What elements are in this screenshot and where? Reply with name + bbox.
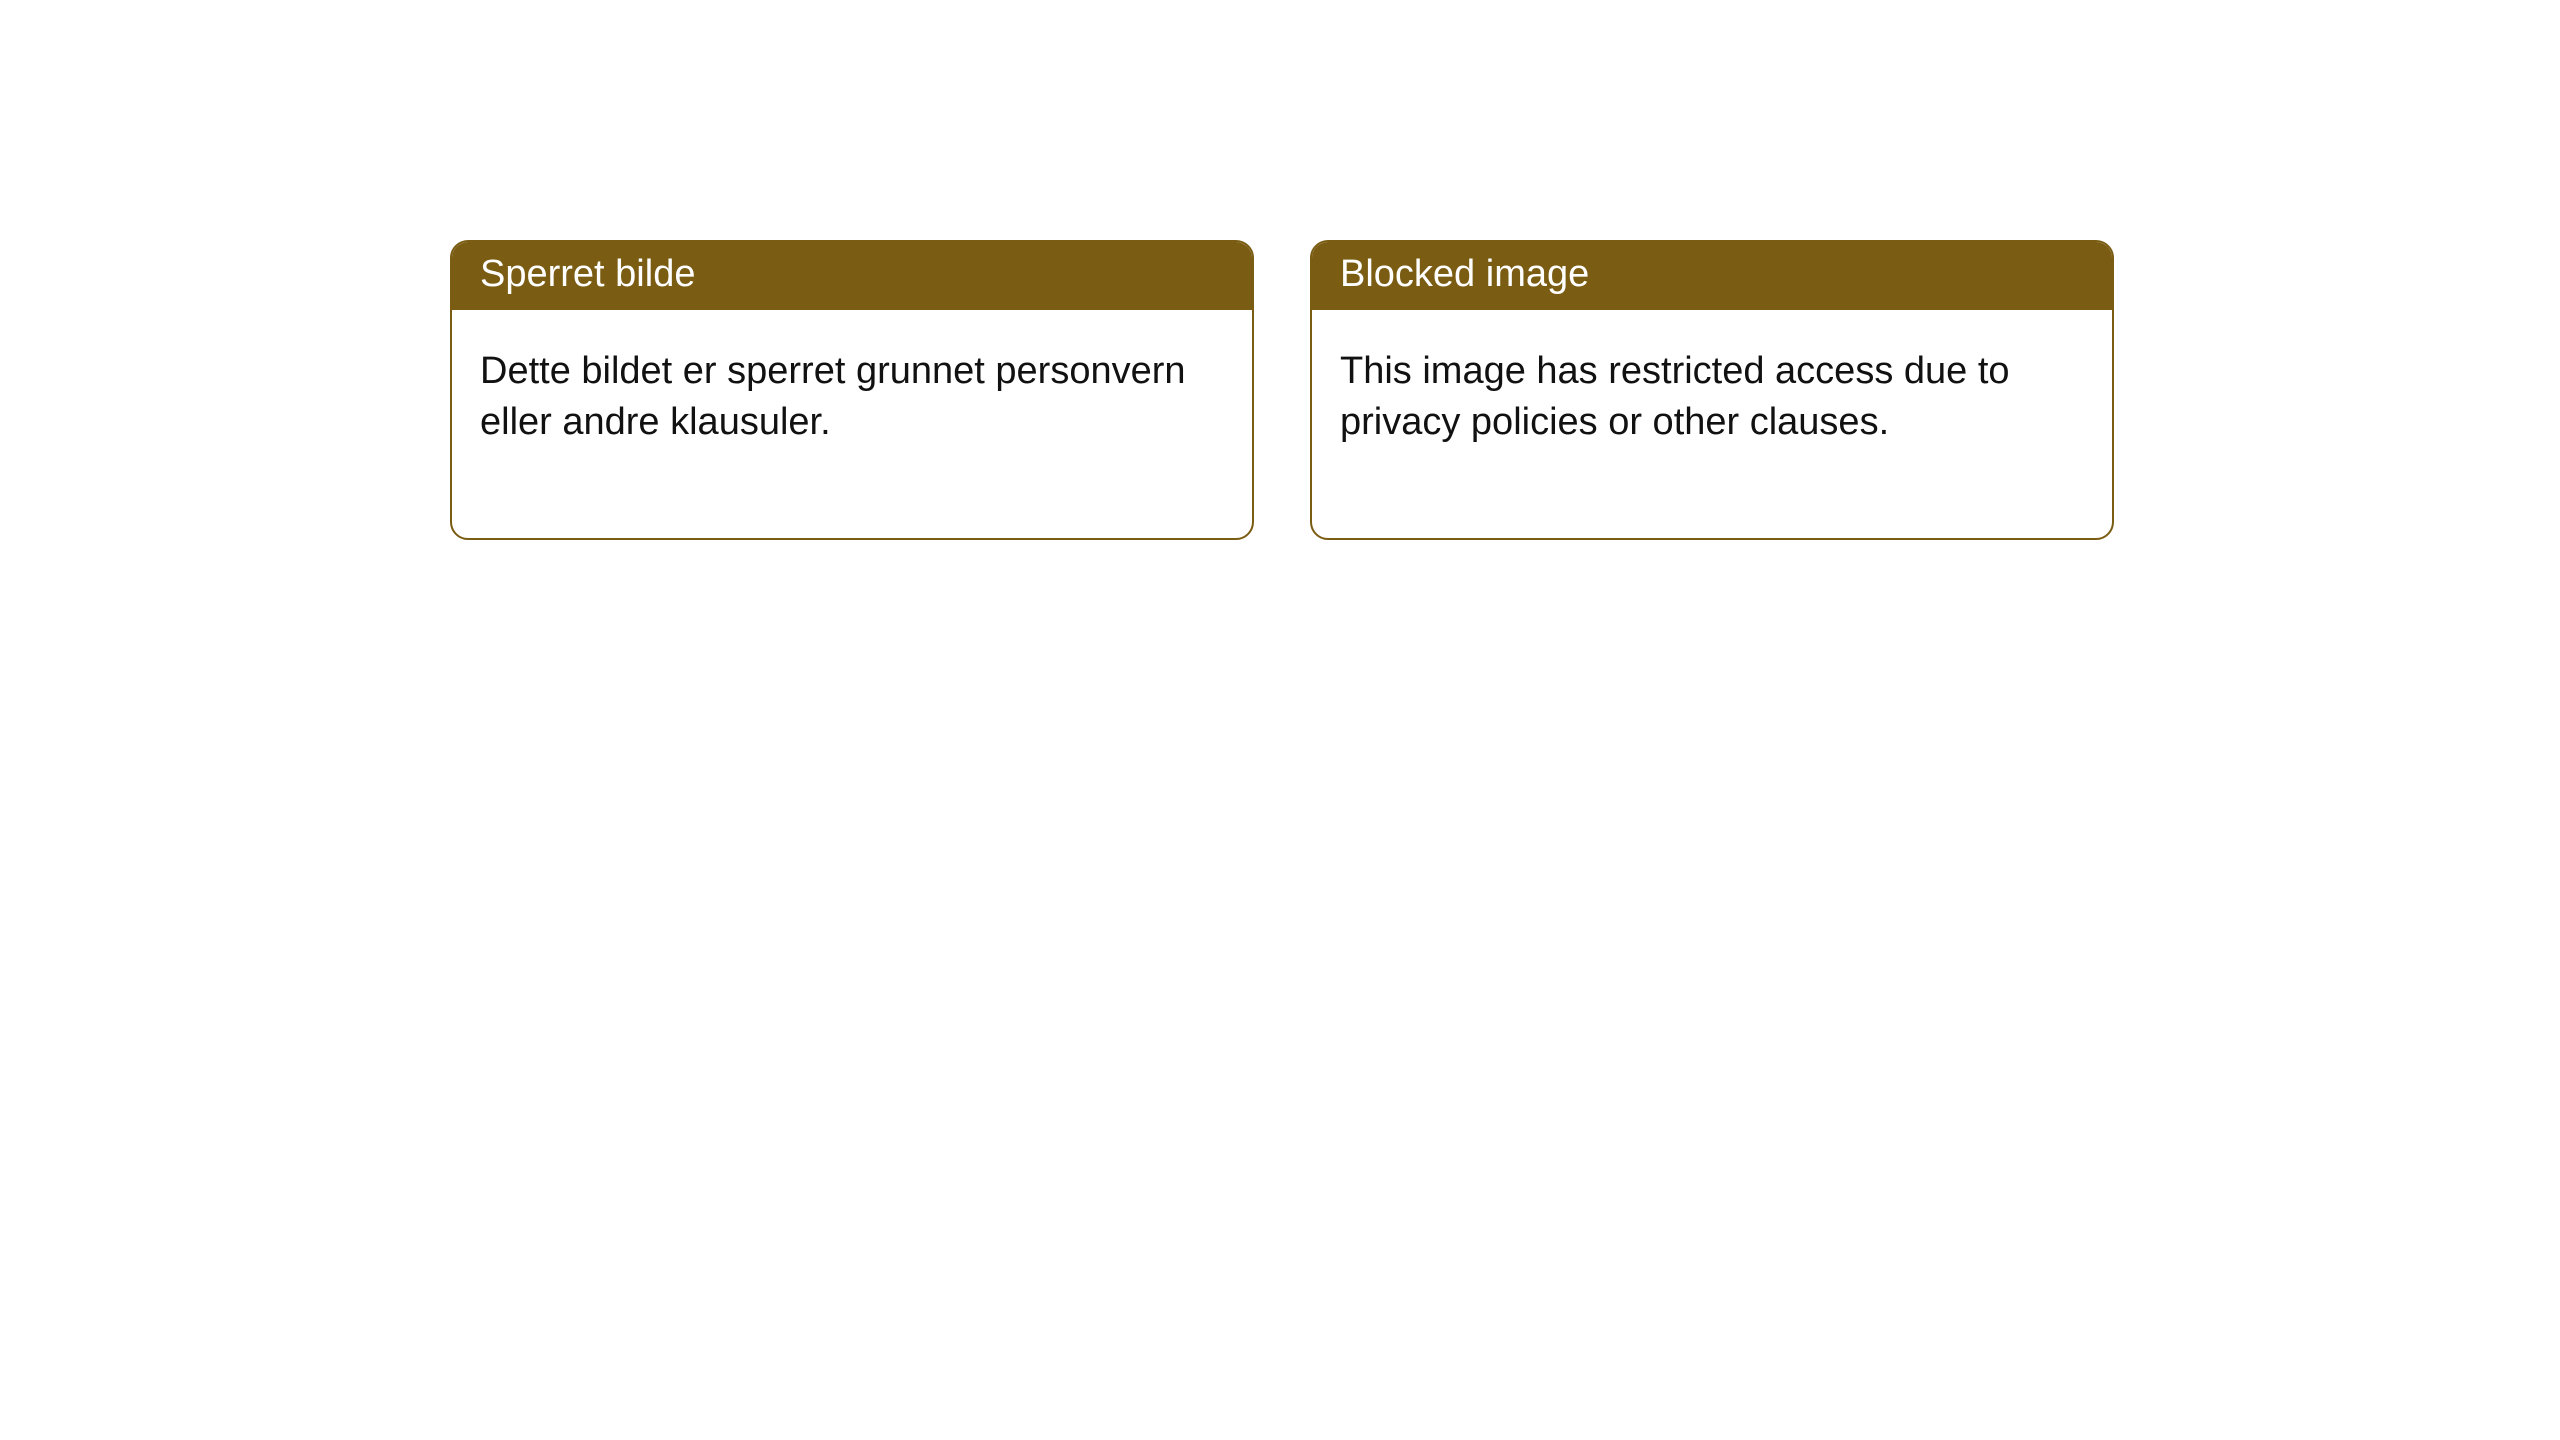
notice-card-norwegian: Sperret bilde Dette bildet er sperret gr… bbox=[450, 240, 1254, 540]
notice-title-norwegian: Sperret bilde bbox=[452, 242, 1252, 310]
notice-title-english: Blocked image bbox=[1312, 242, 2112, 310]
notice-body-norwegian: Dette bildet er sperret grunnet personve… bbox=[452, 310, 1252, 539]
notice-container: Sperret bilde Dette bildet er sperret gr… bbox=[0, 0, 2560, 540]
notice-card-english: Blocked image This image has restricted … bbox=[1310, 240, 2114, 540]
notice-body-english: This image has restricted access due to … bbox=[1312, 310, 2112, 539]
